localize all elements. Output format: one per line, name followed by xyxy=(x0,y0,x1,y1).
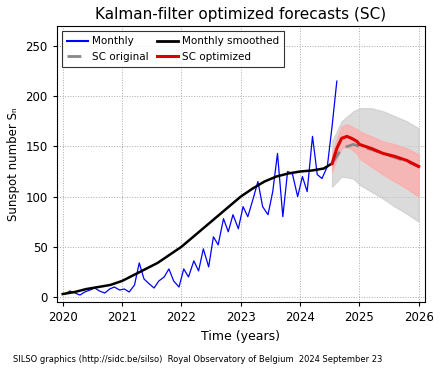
Text: SILSO graphics (http://sidc.be/silso)  Royal Observatory of Belgium  2024 Septem: SILSO graphics (http://sidc.be/silso) Ro… xyxy=(13,355,383,364)
Title: Kalman-filter optimized forecasts (SC): Kalman-filter optimized forecasts (SC) xyxy=(95,7,386,22)
Legend: Monthly, SC original, Monthly smoothed, SC optimized: Monthly, SC original, Monthly smoothed, … xyxy=(62,31,284,67)
Y-axis label: Sunspot number Sₙ: Sunspot number Sₙ xyxy=(7,107,20,221)
X-axis label: Time (years): Time (years) xyxy=(201,330,280,343)
